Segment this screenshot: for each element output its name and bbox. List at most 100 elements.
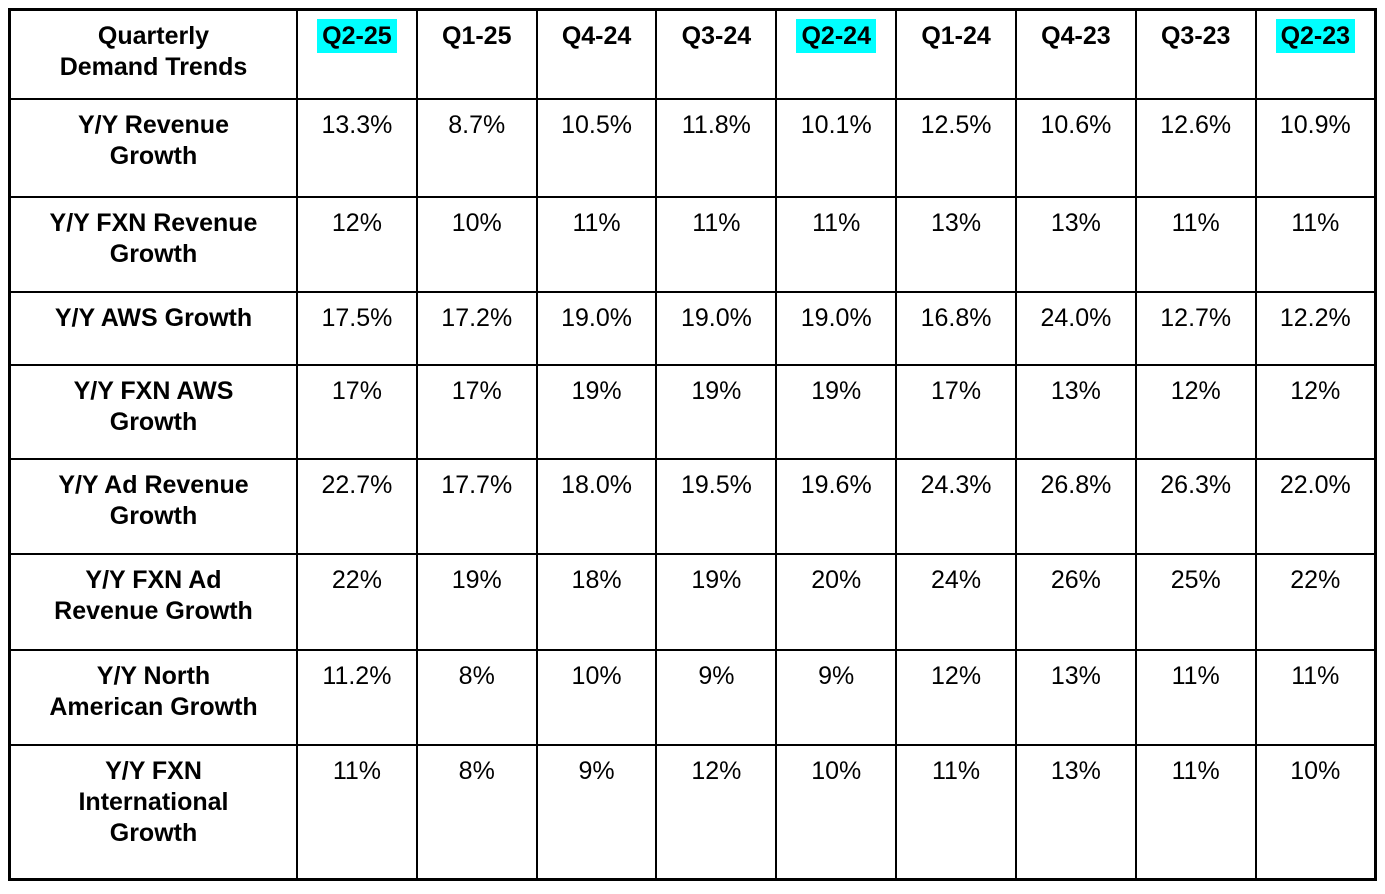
cell-y-y-ad-revenue-growth-q3-24: 19.5% <box>655 457 778 555</box>
cell-y-y-fxn-revenue-growth-q3-24: 11% <box>655 195 778 293</box>
cell-y-y-fxn-international-growth-q1-24: 11% <box>895 743 1017 881</box>
cell-y-y-fxn-revenue-growth-q4-24: 11% <box>535 195 658 293</box>
table-row-y-y-fxn-international-growth: Y/Y FXN International Growth 11% 8% 9% 12% 10… <box>8 743 1377 881</box>
cell-y-y-fxn-aws-growth-q2-25: 17% <box>296 363 418 460</box>
table-title-cell: Quarterly Demand Trends <box>8 8 298 100</box>
col-header-q4-24: Q4-24 <box>535 8 658 100</box>
cell-y-y-fxn-revenue-growth-q1-24: 13% <box>895 195 1017 293</box>
cell-y-y-fxn-ad-revenue-growth-q3-23: 25% <box>1134 552 1257 651</box>
table-title: Quarterly Demand Trends <box>59 22 248 81</box>
cell-y-y-fxn-aws-growth-q1-24: 17% <box>895 363 1017 460</box>
table-row-y-y-fxn-aws-growth: Y/Y FXN AWS Growth 17% 17% 19% 19% 19% 17% 13% 1… <box>8 363 1377 460</box>
header-row: Quarterly Demand Trends Q2-25 Q1-25 Q4-24 Q3… <box>8 8 1377 100</box>
cell-y-y-aws-growth-q2-24: 19.0% <box>775 290 898 366</box>
col-header-q3-23: Q3-23 <box>1134 8 1257 100</box>
col-header-q3-24: Q3-24 <box>655 8 778 100</box>
cell-y-y-fxn-revenue-growth-q2-23: 11% <box>1254 195 1377 293</box>
cell-y-y-aws-growth-q1-25: 17.2% <box>415 290 538 366</box>
cell-y-y-fxn-aws-growth-q3-23: 12% <box>1134 363 1257 460</box>
cell-y-y-fxn-aws-growth-q4-24: 19% <box>535 363 658 460</box>
cell-y-y-revenue-growth-q4-23: 10.6% <box>1014 97 1137 198</box>
row-label-y-y-north-american-growth: Y/Y North American Growth <box>8 648 298 746</box>
cell-y-y-north-american-growth-q2-24: 9% <box>775 648 898 746</box>
cell-y-y-fxn-international-growth-q2-25: 11% <box>296 743 418 881</box>
cell-y-y-ad-revenue-growth-q4-24: 18.0% <box>535 457 658 555</box>
row-label-y-y-fxn-ad-revenue-growth: Y/Y FXN Ad Revenue Growth <box>8 552 298 651</box>
cell-y-y-fxn-international-growth-q3-23: 11% <box>1134 743 1257 881</box>
cell-y-y-north-american-growth-q1-24: 12% <box>895 648 1017 746</box>
col-header-label: Q3-24 <box>681 22 752 50</box>
cell-y-y-fxn-international-growth-q3-24: 12% <box>655 743 778 881</box>
cell-y-y-fxn-revenue-growth-q2-25: 12% <box>296 195 418 293</box>
table-row-y-y-ad-revenue-growth: Y/Y Ad Revenue Growth 22.7% 17.7% 18.0% 19.5… <box>8 457 1377 555</box>
cell-y-y-aws-growth-q2-25: 17.5% <box>296 290 418 366</box>
row-label-y-y-aws-growth: Y/Y AWS Growth <box>8 290 298 366</box>
col-header-label-highlighted: Q2-24 <box>796 19 876 53</box>
col-header-q2-23: Q2-23 <box>1254 8 1377 100</box>
cell-y-y-ad-revenue-growth-q1-25: 17.7% <box>415 457 538 555</box>
cell-y-y-fxn-aws-growth-q1-25: 17% <box>415 363 538 460</box>
cell-y-y-fxn-revenue-growth-q3-23: 11% <box>1134 195 1257 293</box>
cell-y-y-ad-revenue-growth-q2-25: 22.7% <box>296 457 418 555</box>
cell-y-y-revenue-growth-q2-23: 10.9% <box>1254 97 1377 198</box>
cell-y-y-ad-revenue-growth-q1-24: 24.3% <box>895 457 1017 555</box>
cell-y-y-ad-revenue-growth-q4-23: 26.8% <box>1014 457 1137 555</box>
col-header-label-highlighted: Q2-23 <box>1275 19 1356 53</box>
col-header-q2-25: Q2-25 <box>296 8 418 100</box>
cell-y-y-revenue-growth-q1-25: 8.7% <box>415 97 538 198</box>
cell-y-y-fxn-ad-revenue-growth-q2-25: 22% <box>296 552 418 651</box>
cell-y-y-aws-growth-q3-24: 19.0% <box>655 290 778 366</box>
cell-y-y-fxn-aws-growth-q4-23: 13% <box>1014 363 1137 460</box>
col-header-label: Q1-25 <box>442 22 512 50</box>
col-header-label: Q1-24 <box>921 22 991 50</box>
cell-y-y-fxn-ad-revenue-growth-q2-24: 20% <box>775 552 898 651</box>
cell-y-y-fxn-international-growth-q4-24: 9% <box>535 743 658 881</box>
cell-y-y-fxn-aws-growth-q2-23: 12% <box>1254 363 1377 460</box>
cell-y-y-fxn-international-growth-q2-23: 10% <box>1254 743 1377 881</box>
cell-y-y-fxn-international-growth-q2-24: 10% <box>775 743 898 881</box>
cell-y-y-aws-growth-q2-23: 12.2% <box>1254 290 1377 366</box>
cell-y-y-fxn-ad-revenue-growth-q1-24: 24% <box>895 552 1017 651</box>
cell-y-y-revenue-growth-q1-24: 12.5% <box>895 97 1017 198</box>
cell-y-y-revenue-growth-q2-24: 10.1% <box>775 97 898 198</box>
cell-y-y-ad-revenue-growth-q3-23: 26.3% <box>1134 457 1257 555</box>
cell-y-y-fxn-aws-growth-q2-24: 19% <box>775 363 898 460</box>
cell-y-y-fxn-aws-growth-q3-24: 19% <box>655 363 778 460</box>
cell-y-y-revenue-growth-q3-23: 12.6% <box>1134 97 1257 198</box>
table-row-y-y-revenue-growth: Y/Y Revenue Growth 13.3% 8.7% 10.5% 11.8% 10.… <box>8 97 1377 198</box>
cell-y-y-north-american-growth-q2-25: 11.2% <box>296 648 418 746</box>
cell-y-y-fxn-international-growth-q1-25: 8% <box>415 743 538 881</box>
col-header-q1-24: Q1-24 <box>895 8 1017 100</box>
table-body: Quarterly Demand Trends Q2-25 Q1-25 Q4-24 Q3… <box>8 8 1377 881</box>
cell-y-y-aws-growth-q4-23: 24.0% <box>1014 290 1137 366</box>
cell-y-y-north-american-growth-q4-23: 13% <box>1014 648 1137 746</box>
table-row-y-y-north-american-growth: Y/Y North American Growth 11.2% 8% 10% 9% 9% 1… <box>8 648 1377 746</box>
col-header-label-highlighted: Q2-25 <box>317 19 397 53</box>
cell-y-y-revenue-growth-q3-24: 11.8% <box>655 97 778 198</box>
col-header-label: Q4-23 <box>1041 22 1111 50</box>
table-row-y-y-fxn-revenue-growth: Y/Y FXN Revenue Growth 12% 10% 11% 11% 11% 13%… <box>8 195 1377 293</box>
cell-y-y-fxn-ad-revenue-growth-q1-25: 19% <box>415 552 538 651</box>
cell-y-y-fxn-ad-revenue-growth-q4-24: 18% <box>535 552 658 651</box>
cell-y-y-fxn-ad-revenue-growth-q2-23: 22% <box>1254 552 1377 651</box>
cell-y-y-fxn-international-growth-q4-23: 13% <box>1014 743 1137 881</box>
cell-y-y-north-american-growth-q2-23: 11% <box>1254 648 1377 746</box>
table-row-y-y-aws-growth: Y/Y AWS Growth 17.5% 17.2% 19.0% 19.0% 19.0% 1… <box>8 290 1377 366</box>
cell-y-y-ad-revenue-growth-q2-24: 19.6% <box>775 457 898 555</box>
cell-y-y-aws-growth-q3-23: 12.7% <box>1134 290 1257 366</box>
row-label-y-y-fxn-aws-growth: Y/Y FXN AWS Growth <box>8 363 298 460</box>
row-label-y-y-fxn-international-growth: Y/Y FXN International Growth <box>8 743 298 881</box>
cell-y-y-revenue-growth-q2-25: 13.3% <box>296 97 418 198</box>
cell-y-y-north-american-growth-q3-23: 11% <box>1134 648 1257 746</box>
quarterly-demand-trends-table: Quarterly Demand Trends Q2-25 Q1-25 Q4-24 Q3… <box>8 8 1377 881</box>
row-label-y-y-revenue-growth: Y/Y Revenue Growth <box>8 97 298 198</box>
cell-y-y-revenue-growth-q4-24: 10.5% <box>535 97 658 198</box>
col-header-label: Q3-23 <box>1160 22 1231 50</box>
cell-y-y-north-american-growth-q4-24: 10% <box>535 648 658 746</box>
col-header-q1-25: Q1-25 <box>415 8 538 100</box>
cell-y-y-fxn-revenue-growth-q4-23: 13% <box>1014 195 1137 293</box>
table-row-y-y-fxn-ad-revenue-growth: Y/Y FXN Ad Revenue Growth 22% 19% 18% 19% 20%… <box>8 552 1377 651</box>
cell-y-y-aws-growth-q1-24: 16.8% <box>895 290 1017 366</box>
col-header-q2-24: Q2-24 <box>775 8 898 100</box>
cell-y-y-north-american-growth-q3-24: 9% <box>655 648 778 746</box>
